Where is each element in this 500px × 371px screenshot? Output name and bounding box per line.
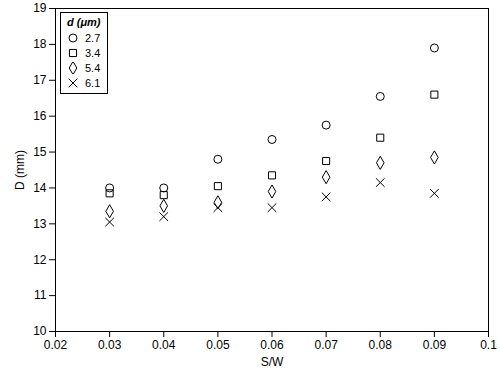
svg-text:S/W: S/W bbox=[261, 355, 284, 369]
svg-text:11: 11 bbox=[34, 288, 47, 302]
svg-text:13: 13 bbox=[33, 217, 47, 231]
svg-text:0.06: 0.06 bbox=[260, 338, 284, 352]
svg-text:16: 16 bbox=[33, 109, 47, 123]
svg-text:0.03: 0.03 bbox=[98, 338, 122, 352]
html-text:d (μm): d (μm) bbox=[67, 16, 101, 28]
svg-text:0.09: 0.09 bbox=[423, 338, 447, 352]
svg-text:12: 12 bbox=[33, 253, 47, 267]
svg-text:17: 17 bbox=[33, 73, 47, 87]
html-text:2.7: 2.7 bbox=[85, 31, 101, 44]
svg-text:18: 18 bbox=[33, 37, 47, 51]
svg-text:0.08: 0.08 bbox=[369, 338, 393, 352]
svg-text:15: 15 bbox=[33, 145, 47, 159]
svg-text:19: 19 bbox=[33, 1, 47, 15]
html-text:5.4: 5.4 bbox=[85, 61, 101, 74]
svg-text:0.07: 0.07 bbox=[314, 338, 338, 352]
svg-text:0.1: 0.1 bbox=[480, 338, 497, 352]
html-text:3.4: 3.4 bbox=[85, 46, 101, 59]
svg-text:0.04: 0.04 bbox=[152, 338, 176, 352]
svg-text:0.05: 0.05 bbox=[206, 338, 230, 352]
svg-text:0.02: 0.02 bbox=[44, 338, 68, 352]
svg-text:D (mm): D (mm) bbox=[13, 150, 27, 190]
svg-text:10: 10 bbox=[33, 324, 47, 338]
html-text:6.1: 6.1 bbox=[85, 76, 101, 89]
svg-text:14: 14 bbox=[33, 181, 47, 195]
